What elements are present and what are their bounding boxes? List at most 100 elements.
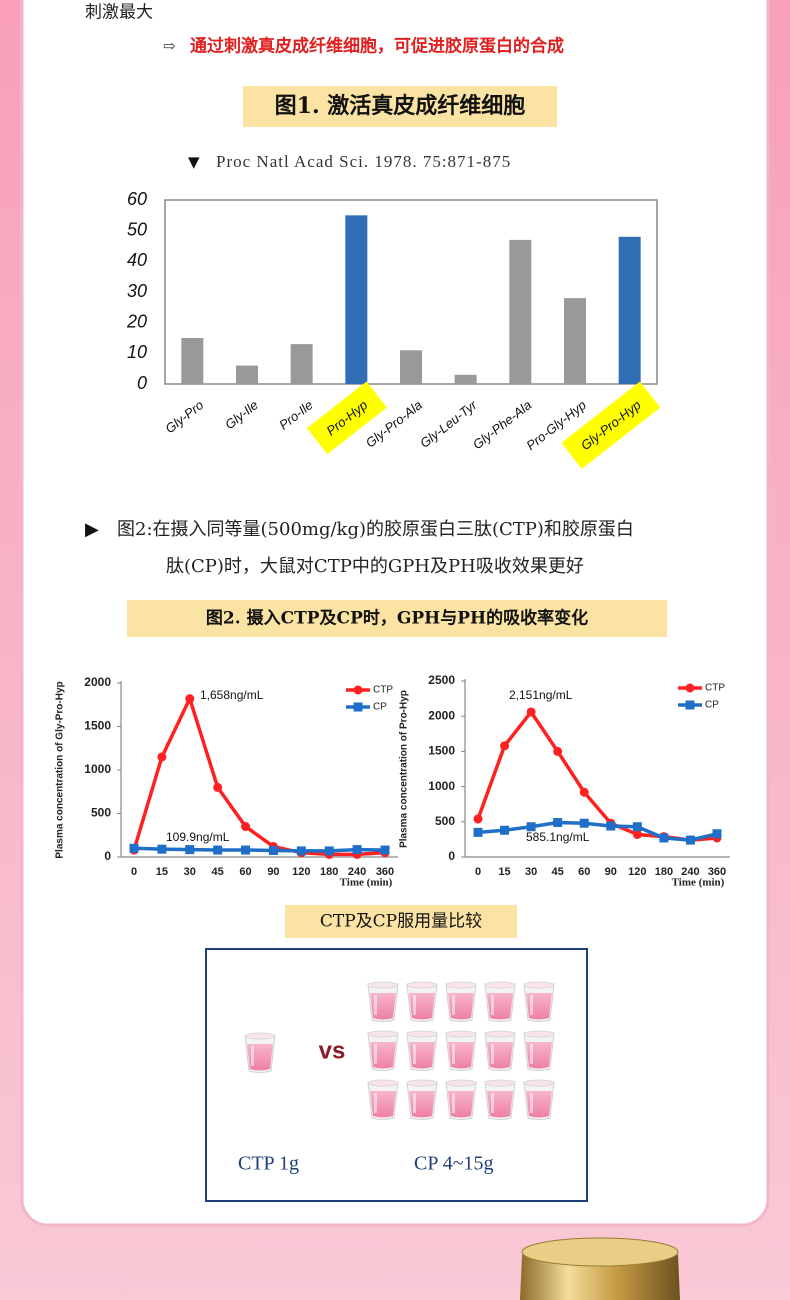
point: [473, 814, 483, 824]
cup: [367, 1030, 399, 1071]
y-tick-label: 30: [127, 281, 147, 301]
annotation: 109.9ng/mL: [166, 830, 230, 844]
point: [579, 818, 589, 828]
bar: [564, 298, 586, 384]
bar: [509, 239, 532, 384]
cup: [484, 1030, 516, 1071]
point: [685, 835, 695, 845]
series-line: [132, 696, 386, 857]
bottle-cap: [520, 1237, 680, 1300]
bar: [290, 344, 313, 384]
series-line: [133, 846, 386, 853]
y-tick-label: 2000: [84, 675, 111, 689]
arrow-icon: ⇨: [163, 37, 176, 55]
point: [473, 827, 483, 837]
point: [296, 846, 306, 856]
annotation: 1,658ng/mL: [200, 688, 264, 702]
intro: 刺激最大: [85, 3, 153, 23]
point: [157, 752, 167, 762]
y-tick-label: 0: [448, 849, 455, 863]
x-tick-label: 360: [376, 866, 394, 878]
bar: [454, 374, 477, 384]
point: [213, 845, 223, 855]
point: [632, 822, 642, 832]
x-axis-label: Time (min): [672, 877, 725, 889]
y-axis-label: Plasma concentration of Pro-Hyp: [399, 690, 410, 848]
paragraph-marker: ▶: [85, 519, 99, 540]
x-tick-label: 240: [681, 866, 699, 878]
point: [157, 844, 167, 854]
y-tick-label: 500: [435, 814, 455, 828]
point: [632, 829, 642, 839]
legend-label: CTP: [705, 683, 725, 694]
point: [500, 741, 510, 751]
point: [241, 845, 251, 855]
legend-marker: [353, 685, 363, 695]
x-tick-label: 90: [267, 866, 279, 878]
x-tick-label: 30: [525, 866, 537, 878]
cup: [244, 1032, 276, 1073]
label-highlight: [306, 381, 387, 455]
y-tick-label: 50: [127, 219, 147, 239]
point: [659, 833, 669, 843]
paragraph-line: 图2:在摄入同等量(500mg/kg)的胶原蛋白三肽(CTP)和胶原蛋白: [117, 519, 634, 540]
cup: [406, 981, 438, 1022]
highlight-text: 通过刺激真皮成纤维细胞，可促进胶原蛋白的合成: [190, 36, 564, 57]
y-tick-label: 1000: [428, 779, 455, 793]
cup: [367, 1079, 399, 1120]
annotation: 585.1ng/mL: [526, 830, 590, 844]
x-tick-label: 180: [320, 866, 338, 878]
point: [213, 782, 223, 792]
point: [579, 787, 589, 797]
legend-label: CP: [373, 702, 387, 713]
x-tick-label: 30: [184, 866, 196, 878]
y-axis-label: Plasma concentration of Gly-Pro-Hyp: [55, 681, 66, 858]
cup: [406, 1030, 438, 1071]
x-tick-label: 60: [239, 866, 251, 878]
point: [241, 822, 251, 832]
figure-title-box: [243, 86, 557, 127]
legend-marker: [685, 683, 695, 693]
y-tick-label: 40: [127, 250, 147, 270]
x-tick-label: 0: [475, 866, 481, 878]
cp-dose: CP 4~15g: [414, 1153, 494, 1175]
ctp-dose: CTP 1g: [238, 1153, 299, 1175]
annotation: 2,151ng/mL: [509, 688, 573, 702]
legend-label: CP: [705, 700, 719, 711]
y-tick-label: 500: [91, 806, 111, 820]
point: [352, 845, 362, 855]
x-tick-label: 15: [156, 866, 168, 878]
cup: [406, 1079, 438, 1120]
cup: [445, 1030, 477, 1071]
source: Proc Natl Acad Sci. 1978. 75:871-875: [216, 152, 511, 171]
cup: [484, 981, 516, 1022]
cup: [445, 981, 477, 1022]
x-tick-label: 240: [348, 866, 366, 878]
point: [553, 746, 563, 756]
legend-marker: [685, 700, 695, 710]
point: [526, 707, 536, 717]
x-tick-label: 120: [628, 866, 646, 878]
comparison-title-box: [285, 905, 517, 938]
x-tick-label: 0: [131, 866, 137, 878]
y-tick-label: 0: [137, 373, 147, 393]
point: [712, 829, 722, 839]
x-tick-label: 45: [552, 866, 564, 878]
point: [380, 845, 390, 855]
y-tick-label: 20: [126, 311, 147, 331]
figure-title-box: [127, 600, 667, 637]
y-tick-label: 1500: [428, 744, 455, 758]
y-tick-label: 60: [127, 189, 147, 209]
cup: [523, 1030, 555, 1071]
bar: [236, 365, 258, 384]
x-tick-label: 45: [212, 866, 224, 878]
point: [324, 846, 334, 856]
bar: [345, 215, 368, 384]
legend-label: CTP: [373, 685, 393, 696]
point: [129, 843, 139, 853]
cup: [367, 981, 399, 1022]
point: [526, 822, 536, 832]
x-tick-label: 360: [708, 866, 726, 878]
